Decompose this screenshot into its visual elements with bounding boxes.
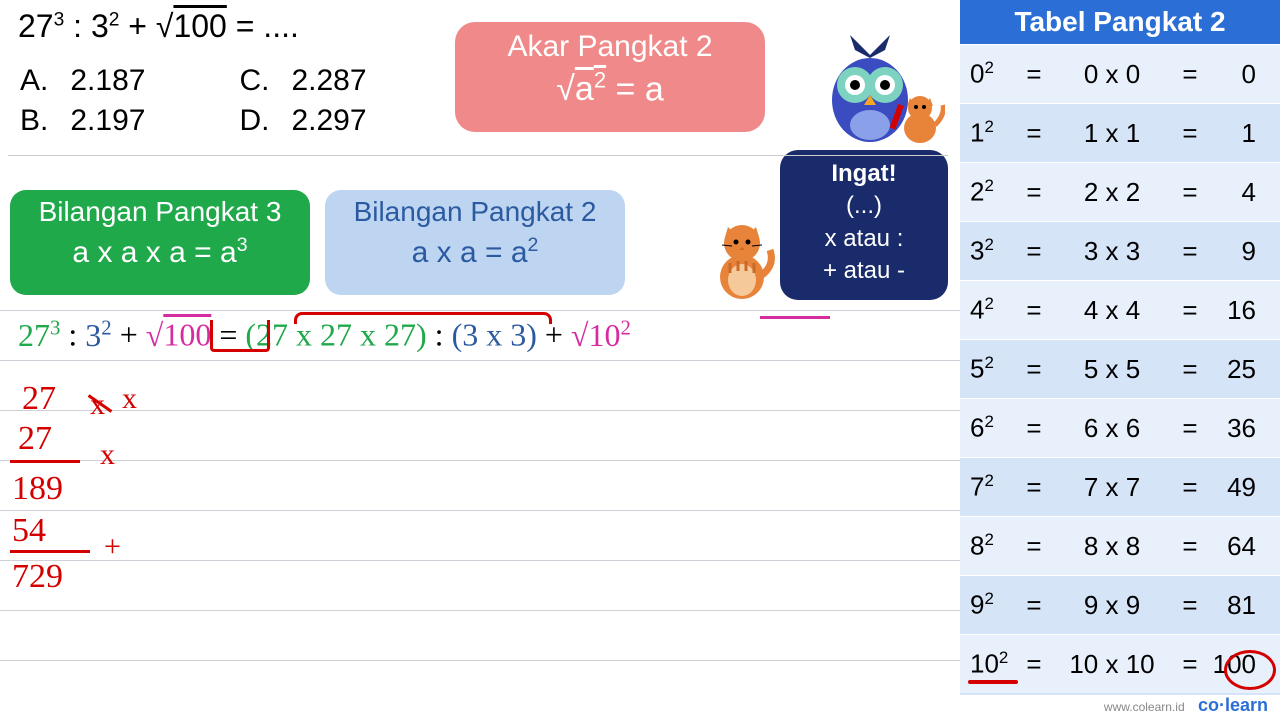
footer-brand: co·learn [1198,695,1268,715]
lined-paper [0,310,960,720]
choice-b-label: B. [20,102,68,140]
blue-title: Bilangan Pangkat 2 [325,196,625,228]
green-formula: a x a x a = a3 [10,234,310,270]
green-title: Bilangan Pangkat 3 [10,196,310,228]
choice-a-label: A. [20,62,68,100]
table-row: 12=1 x 1=1 [960,103,1280,162]
table-row: 62=6 x 6=36 [960,398,1280,457]
question-expression: 273 : 32 + 100 = .... [18,8,438,45]
choice-b-value: 2.197 [70,102,165,140]
navy-line-3: + atau - [780,255,948,287]
main-area: 273 : 32 + 100 = .... A. 2.187 C. 2.287 … [0,0,960,720]
table-row: 92=9 x 9=81 [960,575,1280,634]
divider [8,155,948,156]
green-box: Bilangan Pangkat 3 a x a x a = a3 [10,190,310,295]
table-row: 72=7 x 7=49 [960,457,1280,516]
question-block: 273 : 32 + 100 = .... [18,8,438,45]
blue-box: Bilangan Pangkat 2 a x a = a2 [325,190,625,295]
side-table-header: Tabel Pangkat 2 [960,0,1280,44]
choice-d-label: D. [239,102,289,140]
navy-line-0: Ingat! [780,158,948,190]
table-row: 42=4 x 4=16 [960,280,1280,339]
table-row: 82=8 x 8=64 [960,516,1280,575]
cat-icon-2 [710,215,775,300]
choice-d-value: 2.297 [291,102,386,140]
choice-c-label: C. [239,62,289,100]
pink-box: Akar Pangkat 2 a2 = a [455,22,765,132]
choice-c-value: 2.287 [291,62,386,100]
cat-icon-1 [895,90,945,145]
pink-formula: a2 = a [455,68,765,109]
navy-line-1: (...) [780,190,948,222]
answer-choices: A. 2.187 C. 2.287 B. 2.197 D. 2.297 [18,60,389,142]
footer: www.colearn.id co·learn [1104,695,1268,716]
footer-url: www.colearn.id [1104,700,1185,714]
choice-a-value: 2.187 [70,62,165,100]
table-row: 32=3 x 3=9 [960,221,1280,280]
table-row: 52=5 x 5=25 [960,339,1280,398]
side-table: Tabel Pangkat 2 02=0 x 0=012=1 x 1=122=2… [960,0,1280,695]
blue-formula: a x a = a2 [325,234,625,270]
table-row: 22=2 x 2=4 [960,162,1280,221]
pink-title: Akar Pangkat 2 [455,30,765,64]
table-row: 02=0 x 0=0 [960,44,1280,103]
navy-line-2: x atau : [780,223,948,255]
navy-box: Ingat! (...) x atau : + atau - [780,150,948,300]
